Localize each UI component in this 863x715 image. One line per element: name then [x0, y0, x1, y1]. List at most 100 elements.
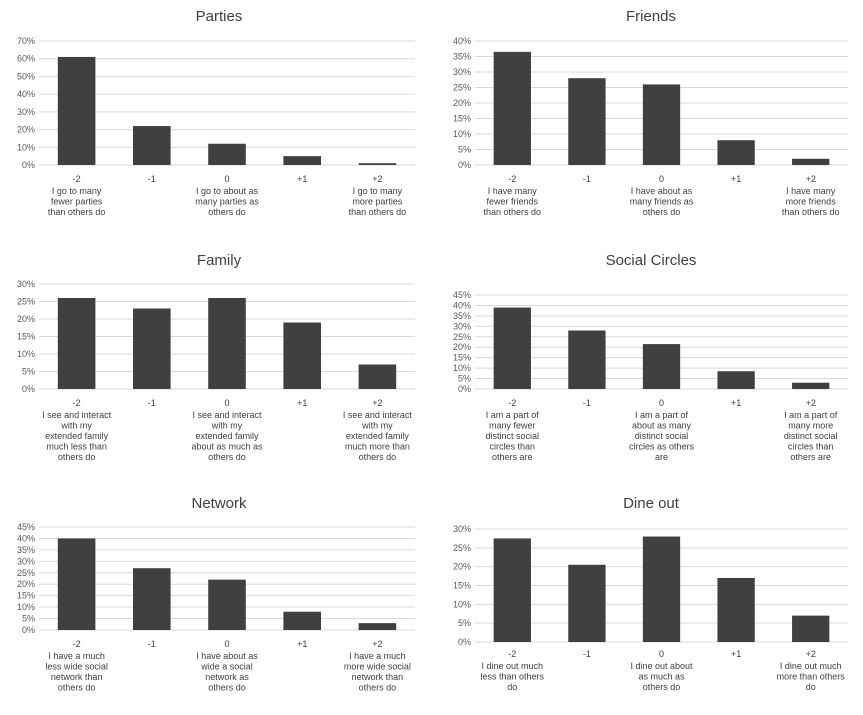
bar [792, 158, 830, 165]
bar [208, 298, 246, 389]
y-tick-label: 70% [17, 36, 35, 46]
bar [133, 308, 171, 389]
y-tick-label: 45% [453, 290, 471, 300]
y-tick-label: 40% [17, 533, 35, 543]
category-description: I see and interact [42, 410, 112, 420]
category-description: than others do [349, 207, 407, 217]
chart-panel-3: Social Circles 0%5%10%15%20%25%30%35%40%4… [453, 252, 848, 462]
category-description: are [655, 452, 668, 462]
bar [57, 538, 96, 630]
y-tick-label: 35% [17, 545, 35, 555]
bar [493, 538, 531, 642]
y-tick-label: 5% [458, 145, 471, 155]
x-tick-label: +1 [297, 398, 307, 408]
y-tick-label: 15% [453, 114, 471, 124]
bar [717, 577, 755, 642]
chart-title: Dine out [623, 495, 680, 512]
x-tick-label: +2 [372, 639, 382, 649]
category-description: I go to many [353, 186, 403, 196]
category-description: with my [211, 421, 243, 431]
category-description: others do [643, 682, 681, 692]
x-tick-label: +2 [806, 174, 816, 184]
chart-title: Network [191, 495, 247, 512]
category-description: less wide social [45, 662, 108, 672]
category-description: distinct social [784, 431, 838, 441]
category-description: others do [208, 207, 246, 217]
bar [568, 78, 606, 165]
y-tick-label: 30% [453, 524, 471, 534]
category-description: I have a much [349, 651, 406, 661]
category-description: others do [58, 452, 96, 462]
x-tick-label: 0 [224, 639, 229, 649]
category-description: less than others [481, 672, 545, 682]
x-tick-label: -1 [148, 398, 156, 408]
category-description: I have about as [196, 651, 258, 661]
category-description: many friends as [630, 197, 694, 207]
y-tick-label: 5% [22, 367, 35, 377]
category-description: with my [361, 421, 393, 431]
x-tick-label: -1 [583, 649, 591, 659]
x-tick-label: -2 [73, 639, 81, 649]
y-tick-label: 10% [17, 349, 35, 359]
y-tick-label: 25% [453, 83, 471, 93]
bar [568, 564, 606, 642]
chart-title: Parties [196, 8, 243, 25]
x-tick-label: -1 [148, 639, 156, 649]
x-tick-label: +2 [806, 398, 816, 408]
category-description: I dine out much [482, 661, 544, 671]
y-tick-label: 10% [17, 602, 35, 612]
y-tick-label: 30% [17, 107, 35, 117]
bar [642, 344, 681, 389]
category-description: circles than [788, 442, 834, 452]
category-description: do [806, 682, 816, 692]
category-description: extended family [195, 431, 259, 441]
category-description: wide a social [200, 662, 253, 672]
y-tick-label: 15% [17, 332, 35, 342]
category-description: do [507, 682, 517, 692]
y-tick-label: 20% [17, 125, 35, 135]
y-tick-label: 40% [17, 89, 35, 99]
bar [208, 143, 246, 165]
bar [283, 322, 321, 389]
x-tick-label: +1 [297, 174, 307, 184]
bar [283, 156, 321, 165]
category-description: others do [359, 683, 397, 693]
y-tick-label: 20% [453, 342, 471, 352]
category-description: network than [352, 672, 404, 682]
y-tick-label: 10% [453, 129, 471, 139]
y-tick-label: 0% [22, 625, 35, 635]
bar [358, 163, 397, 165]
x-tick-label: 0 [224, 174, 229, 184]
x-tick-label: +2 [372, 174, 382, 184]
category-description: I dine out much [780, 661, 842, 671]
bar [283, 611, 321, 630]
chart-panel-4: Network 0%5% 10%15% 20%25% 30%35% 40%45% -2 I h… [17, 495, 415, 693]
y-tick-label: 15% [453, 581, 471, 591]
category-description: more wide social [344, 662, 411, 672]
y-tick-label: 25% [453, 543, 471, 553]
x-tick-label: +2 [806, 649, 816, 659]
category-description: I dine out about [630, 661, 693, 671]
category-description: more parties [352, 197, 403, 207]
y-tick-label: 40% [453, 36, 471, 46]
y-tick-label: 25% [17, 568, 35, 578]
bar [792, 382, 830, 389]
y-tick-label: 40% [453, 300, 471, 310]
category-description: as much as [638, 672, 685, 682]
x-tick-label: +1 [731, 398, 741, 408]
y-tick-label: 30% [17, 556, 35, 566]
chart-title: Family [197, 252, 242, 269]
category-description: others do [58, 683, 96, 693]
category-description: many more [788, 421, 833, 431]
y-tick-label: 20% [453, 98, 471, 108]
category-description: many fewer [489, 421, 536, 431]
y-tick-label: 30% [453, 67, 471, 77]
y-tick-label: 50% [17, 71, 35, 81]
chart-panel-2: Family 0% 5% 10% 15% 20% 25% 30% -2 I see and int… [17, 252, 415, 462]
category-description: circles as others [629, 442, 695, 452]
category-description: I have a much [48, 651, 105, 661]
y-tick-label: 10% [453, 363, 471, 373]
x-tick-label: +1 [731, 174, 741, 184]
